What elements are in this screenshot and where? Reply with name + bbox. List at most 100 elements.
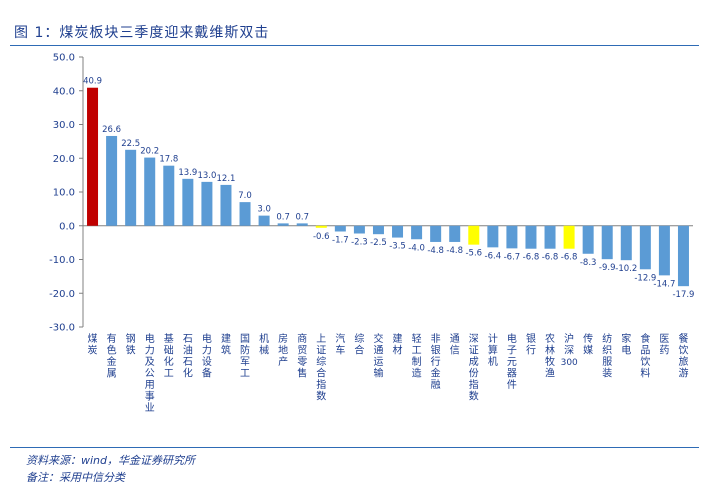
category-label: 轻工制造 — [412, 332, 422, 380]
bar — [125, 149, 137, 226]
category-label: 非银行金融 — [431, 333, 441, 391]
bar — [296, 223, 308, 226]
bar — [411, 225, 423, 240]
bar-value-label: 3.0 — [257, 205, 271, 215]
chart-bars — [87, 87, 689, 287]
bar-value-label: -17.9 — [672, 290, 694, 300]
bar — [639, 225, 651, 270]
bar — [658, 225, 670, 276]
category-label: 电力设备 — [202, 332, 212, 380]
bar-value-label: -2.3 — [351, 238, 368, 248]
bar — [544, 225, 556, 249]
category-label: 钢铁 — [126, 332, 136, 357]
bar-value-label: 12.1 — [217, 174, 236, 184]
category-label: 家电 — [621, 332, 631, 357]
category-label: 餐饮旅游 — [678, 332, 688, 380]
bar-value-label: -12.9 — [634, 273, 656, 283]
category-label: 商贸零售 — [297, 332, 307, 380]
figure-title: 图 1：煤炭板块三季度迎来戴维斯双击 — [14, 25, 270, 41]
bar-value-label: -5.6 — [465, 249, 482, 259]
bar-chart: 50.0 40.0 30.0 20.0 10.0 0.0 -10.0 -20.0 -30.0 4… — [49, 53, 694, 415]
classification-note: 备注：采用中信分类 — [26, 471, 125, 484]
bar — [601, 225, 613, 260]
y-tick-label: 10.0 — [53, 188, 75, 199]
category-label: 汽车 — [335, 332, 345, 357]
category-label: 国防军工 — [240, 333, 250, 380]
category-label: 有色金属 — [107, 332, 117, 380]
category-label: 医药 — [659, 333, 669, 357]
bar-value-label: -4.8 — [427, 246, 444, 256]
bar-value-label: 40.9 — [83, 77, 102, 87]
bar-value-label: 13.9 — [178, 168, 197, 178]
bar-value-label: -6.4 — [485, 251, 502, 261]
source-note: 资料来源：wind，华金证券研究所 — [26, 454, 196, 467]
category-label: 机械 — [259, 332, 269, 357]
bar-value-label: -10.2 — [615, 264, 637, 274]
chart-category-labels: 煤炭有色金属钢铁电力及公用事业基础化工石油石化电力设备建筑国防军工机械房地产商贸… — [88, 332, 689, 414]
y-tick-label: -20.0 — [49, 289, 75, 300]
bar — [87, 87, 99, 226]
bar-value-label: -14.7 — [653, 279, 675, 289]
bar-value-label: -4.0 — [408, 243, 425, 253]
bar-value-label: -8.3 — [580, 258, 597, 268]
bar — [487, 225, 499, 248]
footer-rule — [10, 447, 699, 448]
bar — [163, 165, 175, 226]
bar — [525, 225, 537, 249]
bar-value-label: -6.7 — [504, 252, 521, 262]
bar — [392, 225, 404, 238]
bar-value-label: -0.6 — [313, 232, 330, 242]
category-label: 银行 — [526, 332, 536, 357]
y-tick-label: 30.0 — [53, 120, 75, 131]
chart-value-labels: 40.9 26.622.520.217.813.9 13.0 12.17.0 3.0 0.… — [83, 77, 694, 300]
category-label: 计算机 — [488, 332, 498, 368]
category-label: 石油石化 — [183, 334, 193, 380]
bar-value-label: -4.8 — [446, 246, 463, 256]
category-label: 上证综合指数 — [316, 333, 326, 403]
category-label: 建材 — [393, 332, 403, 357]
y-tick-label: 50.0 — [53, 53, 75, 64]
bar — [182, 178, 194, 226]
bar — [372, 225, 384, 235]
y-tick-label: -10.0 — [49, 255, 75, 266]
bar-value-label: 0.7 — [295, 212, 309, 222]
bar-value-label: 20.2 — [140, 147, 159, 157]
bar — [277, 223, 289, 226]
category-label: 基础化工 — [164, 332, 174, 380]
bar — [315, 225, 327, 228]
bar-value-label: 13.0 — [197, 171, 216, 181]
y-tick-label: 0.0 — [59, 221, 75, 232]
bar-value-label: -9.9 — [599, 263, 616, 273]
category-label: 交通运输 — [373, 332, 383, 380]
y-tick-label: 40.0 — [53, 86, 75, 97]
bar-value-label: 7.0 — [238, 191, 252, 201]
category-label: 综合 — [354, 332, 364, 357]
y-tick-label: 20.0 — [53, 154, 75, 165]
category-label: 农林牧渔 — [545, 332, 555, 380]
category-label: 建筑 — [221, 332, 231, 357]
bar — [106, 135, 118, 226]
bar — [220, 184, 232, 226]
bar-value-label: -6.8 — [523, 253, 540, 263]
bar-value-label: 17.8 — [159, 155, 178, 165]
title-rule — [10, 45, 699, 46]
category-label: 电力及公用事业 — [145, 332, 155, 414]
category-label: 传媒 — [583, 333, 593, 357]
category-label: 电子元器件 — [507, 332, 517, 391]
category-label: 煤炭 — [88, 332, 98, 357]
bar — [201, 181, 213, 226]
bar — [468, 225, 480, 245]
bar — [677, 225, 689, 287]
bar-value-label: 22.5 — [121, 139, 140, 149]
y-tick-label: -30.0 — [49, 323, 75, 334]
bar-value-label: 0.7 — [276, 212, 290, 222]
category-label: 深证成份指数 — [469, 333, 479, 403]
category-label: 纺织服装 — [602, 332, 612, 380]
bar-value-label: -1.7 — [332, 235, 349, 245]
category-label: 沪深 300 — [561, 332, 578, 368]
bar — [239, 202, 251, 226]
bar-value-label: -3.5 — [389, 242, 406, 252]
bar — [353, 225, 365, 234]
bar-value-label: -6.8 — [561, 253, 578, 263]
bar — [258, 215, 270, 226]
